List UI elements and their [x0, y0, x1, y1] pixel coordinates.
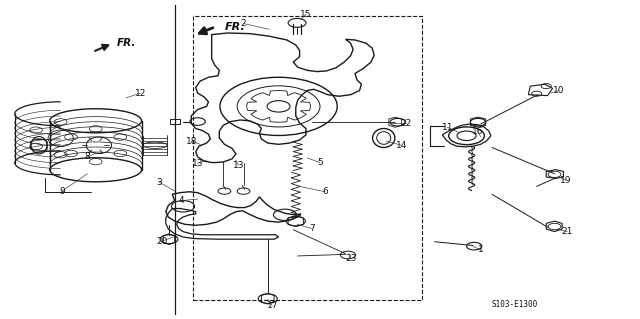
- Text: FR.: FR.: [225, 22, 245, 32]
- Text: 4: 4: [179, 196, 184, 205]
- Text: 3: 3: [157, 178, 163, 187]
- Text: FR.: FR.: [116, 38, 136, 48]
- Text: 10: 10: [553, 86, 564, 95]
- Text: 21: 21: [561, 227, 573, 236]
- Text: 20: 20: [156, 237, 168, 246]
- Text: 5: 5: [317, 158, 323, 167]
- Text: 23: 23: [345, 254, 356, 263]
- Text: 6: 6: [322, 187, 328, 196]
- Text: 13: 13: [192, 159, 204, 168]
- Text: 13: 13: [233, 161, 244, 170]
- Text: 18: 18: [186, 137, 197, 146]
- Text: 15: 15: [300, 10, 312, 19]
- Text: 16: 16: [472, 127, 484, 136]
- Text: 19: 19: [559, 175, 571, 185]
- Bar: [193, 16, 422, 300]
- Text: 8: 8: [84, 152, 90, 161]
- Text: 2: 2: [241, 19, 246, 28]
- Text: 11: 11: [442, 123, 453, 132]
- Text: 22: 22: [401, 119, 412, 128]
- Text: 17: 17: [266, 301, 278, 310]
- Text: 7: 7: [309, 224, 315, 233]
- Text: 12: 12: [134, 89, 146, 98]
- Text: S103-E1300: S103-E1300: [492, 300, 538, 309]
- Text: 9: 9: [59, 187, 65, 196]
- Text: 14: 14: [396, 141, 407, 150]
- Text: 1: 1: [477, 245, 483, 254]
